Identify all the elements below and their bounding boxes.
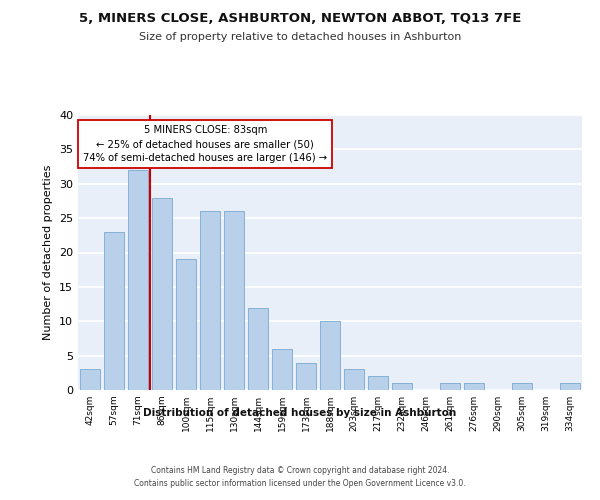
Bar: [272, 349, 292, 390]
Bar: [560, 383, 580, 390]
Text: Distribution of detached houses by size in Ashburton: Distribution of detached houses by size …: [143, 408, 457, 418]
Bar: [392, 383, 412, 390]
Bar: [104, 232, 124, 390]
Y-axis label: Number of detached properties: Number of detached properties: [43, 165, 53, 340]
Bar: [368, 376, 388, 390]
Text: 5, MINERS CLOSE, ASHBURTON, NEWTON ABBOT, TQ13 7FE: 5, MINERS CLOSE, ASHBURTON, NEWTON ABBOT…: [79, 12, 521, 26]
Text: Contains HM Land Registry data © Crown copyright and database right 2024.
Contai: Contains HM Land Registry data © Crown c…: [134, 466, 466, 487]
Bar: [200, 211, 220, 390]
Bar: [512, 383, 532, 390]
Bar: [440, 383, 460, 390]
Bar: [152, 198, 172, 390]
Text: Size of property relative to detached houses in Ashburton: Size of property relative to detached ho…: [139, 32, 461, 42]
Text: 5 MINERS CLOSE: 83sqm
← 25% of detached houses are smaller (50)
74% of semi-deta: 5 MINERS CLOSE: 83sqm ← 25% of detached …: [83, 126, 327, 164]
Bar: [248, 308, 268, 390]
Bar: [296, 362, 316, 390]
Bar: [176, 260, 196, 390]
Bar: [344, 370, 364, 390]
Bar: [320, 322, 340, 390]
Bar: [224, 211, 244, 390]
Bar: [128, 170, 148, 390]
Bar: [80, 370, 100, 390]
Bar: [464, 383, 484, 390]
